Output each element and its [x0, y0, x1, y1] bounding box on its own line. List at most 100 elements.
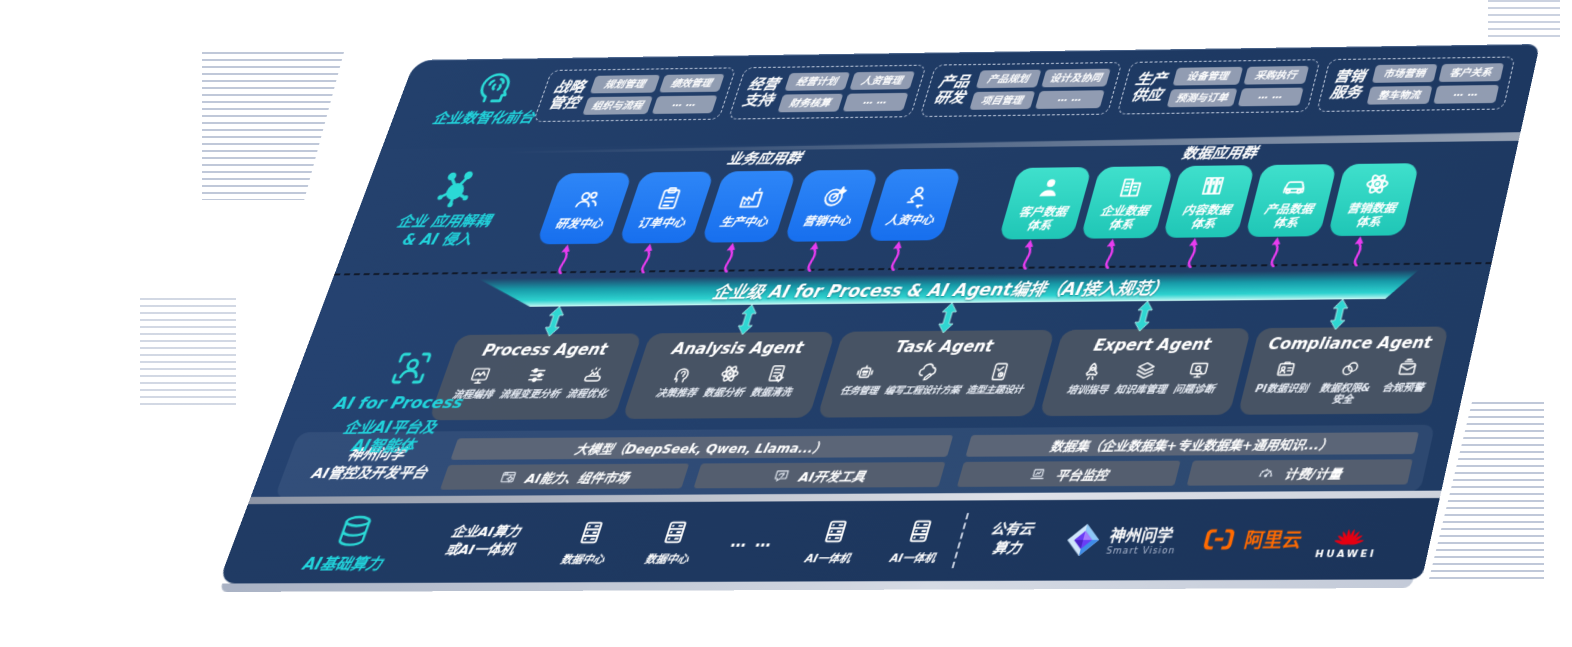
magenta-curl-arrow-icon — [1015, 238, 1043, 268]
magenta-curl-arrow-icon — [1262, 236, 1290, 266]
magenta-curl-arrow-icon — [883, 240, 912, 270]
ai-market-chip: AI能力、组件市场 — [439, 463, 690, 490]
chat-tool-icon — [771, 467, 794, 485]
atom-icon — [1360, 171, 1395, 199]
chip: 市场营销 — [1371, 64, 1438, 83]
atom-icon — [715, 363, 744, 385]
chip: 预测与订单 — [1166, 88, 1238, 108]
orchestration-bar: 企业级 AI for Process & AI Agent编排（AI接入规范） — [469, 270, 1419, 308]
clipboard-icon — [651, 185, 687, 212]
aliyun-logo-block: 阿里云 — [1198, 525, 1306, 553]
chip: 绩效管理 — [658, 74, 725, 93]
conveyor-icon — [579, 364, 608, 386]
chip: … … — [1034, 90, 1105, 109]
doc-gear-icon — [762, 362, 791, 384]
server-icon — [657, 517, 695, 547]
team-icon — [569, 186, 606, 213]
data-box-product: 产品数据 体系 — [1244, 164, 1338, 237]
chip: … … — [1237, 87, 1304, 107]
group-strategy: 战略 管控 规划管理 绩效管理 组织与流程 … … — [532, 67, 736, 123]
chip: 设备管理 — [1172, 66, 1243, 86]
smart-vision-logo — [1061, 522, 1106, 558]
hr-icon — [899, 182, 935, 209]
model-bar: 大模型（DeepSeek, Qwen, Llama...） — [450, 435, 953, 460]
agents-row: Process Agent 流程编排 流程变更分析 流程优化 Analysis … — [428, 326, 1449, 421]
server-icon — [817, 516, 855, 546]
infrastructure-label: AI基础算力 — [278, 512, 422, 574]
chip: 整车物流 — [1366, 85, 1433, 105]
sliders-icon — [522, 364, 552, 386]
mail-alert-icon — [1393, 357, 1421, 380]
node-datacenter: 数据中心 — [545, 517, 631, 567]
band-infrastructure: AI基础算力 企业AI算力 或AI一体机 数据中心 数据中心 … … AI一体机 … — [218, 498, 1440, 584]
band-ai-platform: 企业级 AI for Process & AI Agent编排（AI接入规范） … — [248, 262, 1492, 505]
target-icon — [816, 183, 852, 210]
app-box-order-center: 订单中心 — [618, 171, 715, 244]
double-arrow-icon — [936, 303, 960, 330]
data-box-content: 内容数据 体系 — [1162, 165, 1256, 238]
band-app-decoupling: 企业 应用解耦 & AI 侵入 业务应用群 数据应用群 研发中心 订单中心 生产中… — [334, 135, 1520, 273]
node-datacenter: 数据中心 — [630, 517, 716, 567]
front-office-label: 企业数智化前台 — [418, 66, 564, 128]
layers-icon — [1132, 359, 1160, 382]
agent-analysis: Analysis Agent 决策推荐 数据分析 数据清洗 — [622, 331, 836, 420]
smart-vision-logo-block: 神州问学 Smart Vision — [1061, 521, 1183, 558]
app-box-production-center: 生产中心 — [700, 170, 797, 243]
window-gear-icon — [497, 468, 520, 486]
cloud-edit-icon — [913, 361, 942, 383]
double-arrow-icon — [1132, 301, 1155, 328]
server-icon — [573, 517, 611, 547]
agent-compliance: Compliance Agent PI数据识别 数据权限&安全 合规预警 — [1237, 326, 1449, 416]
dataset-bar: 数据集（企业数据集+专业数据集+通用知识...） — [965, 432, 1419, 457]
agent-task: Task Agent 任务管理 编写工程设计方案 造型主题设计 — [817, 329, 1055, 419]
data-box-enterprise: 企业数据 体系 — [1080, 166, 1174, 239]
app-box-marketing-center: 营销中心 — [783, 169, 880, 242]
chip: 客户关系 — [1437, 63, 1504, 82]
id-card-icon — [1272, 358, 1300, 381]
magenta-curl-arrow-icon — [633, 242, 662, 271]
compute-text: 企业AI算力 或AI一体机 — [442, 524, 523, 559]
chip: 组织与流程 — [582, 96, 653, 115]
car-icon — [1278, 171, 1313, 198]
metering-chip: 计费/计量 — [1187, 459, 1413, 486]
head-idea-icon — [668, 363, 697, 385]
chip: 产品规划 — [975, 69, 1042, 89]
laptop-chart-icon — [1027, 465, 1049, 483]
front-office-groups: 战略 管控 规划管理 绩效管理 组织与流程 … … 经营 支持 经营计划 人资管理 … — [532, 56, 1516, 123]
chip: 人资管理 — [848, 71, 915, 90]
person-icon — [1032, 174, 1067, 201]
group-operation: 经营 支持 经营计划 人资管理 财务核算 … … — [727, 64, 927, 120]
server-icon — [902, 516, 939, 546]
chip: 经营计划 — [784, 72, 850, 91]
magenta-curl-arrow-icon — [1097, 238, 1125, 268]
agent-expert: Expert Agent 培训指导 知识库管理 问题诊断 — [1038, 328, 1252, 417]
magenta-curl-arrow-icon — [799, 241, 828, 271]
double-arrow-icon — [1328, 299, 1351, 326]
node-ellipsis: … … — [728, 531, 777, 551]
books-icon — [1195, 172, 1230, 199]
diagnosis-icon — [1185, 359, 1213, 382]
gauge-icon — [1256, 464, 1278, 482]
hatch-lines-top-left — [202, 52, 344, 200]
architecture-diagram: 企业数智化前台 战略 管控 规划管理 绩效管理 组织与流程 … … 经营 支持 经营… — [215, 43, 1540, 592]
app-box-row: 研发中心 订单中心 生产中心 营销中心 人资中心 — [535, 163, 1427, 245]
database-icon — [330, 512, 380, 550]
public-cloud-text: 公有云 算力 — [988, 521, 1036, 558]
chip: … … — [1432, 84, 1499, 104]
hatch-lines-top-right — [1488, 0, 1560, 38]
magenta-curl-arrow-icon — [716, 241, 745, 270]
training-icon — [1078, 360, 1106, 383]
chip: 规划管理 — [589, 74, 660, 94]
huawei-logo — [1326, 517, 1375, 547]
front-office-label-text: 企业数智化前台 — [430, 108, 538, 128]
group-product: 产品 研发 产品规划 设计及协同 项目管理 … … — [919, 61, 1123, 118]
magenta-curl-arrow-icon — [1180, 237, 1208, 267]
node-ai-appliance: AI一体机 — [790, 516, 875, 566]
app-box-hr-center: 人资中心 — [867, 168, 962, 241]
group-production: 生产 供应 设备管理 采购执行 预测与订单 … … — [1116, 59, 1321, 115]
chip: 财务核算 — [777, 93, 843, 113]
app-box-rnd-center: 研发中心 — [535, 172, 633, 245]
group-marketing: 营销 服务 市场营销 客户关系 整车物流 … … — [1315, 56, 1516, 112]
magenta-curl-arrow-icon — [1346, 235, 1373, 265]
scan-person-icon — [383, 347, 440, 389]
